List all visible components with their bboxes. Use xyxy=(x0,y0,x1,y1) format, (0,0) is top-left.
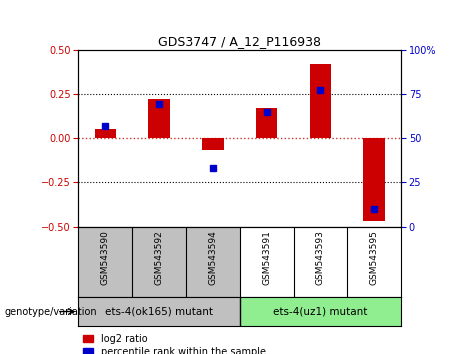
Bar xyxy=(294,227,347,297)
Text: ets-4(uz1) mutant: ets-4(uz1) mutant xyxy=(273,307,367,316)
Text: ets-4(ok165) mutant: ets-4(ok165) mutant xyxy=(105,307,213,316)
Bar xyxy=(148,99,170,138)
Bar xyxy=(202,138,224,150)
Bar xyxy=(186,227,240,297)
Bar xyxy=(240,297,401,326)
Text: genotype/variation: genotype/variation xyxy=(5,307,97,316)
Text: GSM543592: GSM543592 xyxy=(154,230,164,285)
Text: GSM543591: GSM543591 xyxy=(262,230,271,285)
Bar xyxy=(347,227,401,297)
Bar xyxy=(363,138,385,221)
Bar xyxy=(78,297,240,326)
Legend: log2 ratio, percentile rank within the sample: log2 ratio, percentile rank within the s… xyxy=(83,334,266,354)
Bar xyxy=(95,129,116,138)
Bar xyxy=(132,227,186,297)
Bar xyxy=(78,227,132,297)
Text: GSM543594: GSM543594 xyxy=(208,230,217,285)
Text: GSM543590: GSM543590 xyxy=(101,230,110,285)
Text: GSM543595: GSM543595 xyxy=(370,230,378,285)
Bar xyxy=(240,227,294,297)
Text: GSM543593: GSM543593 xyxy=(316,230,325,285)
Title: GDS3747 / A_12_P116938: GDS3747 / A_12_P116938 xyxy=(158,35,321,48)
Bar xyxy=(256,108,278,138)
Bar xyxy=(310,64,331,138)
